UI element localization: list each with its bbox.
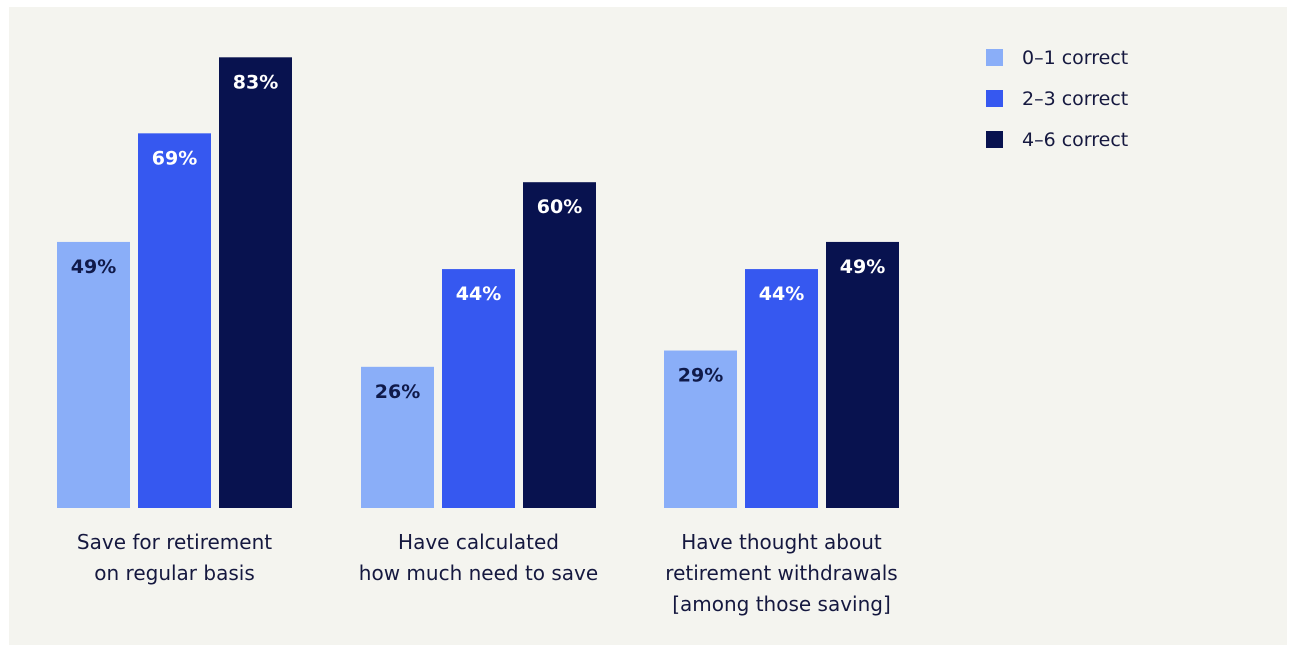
- category-labels-group: Save for retirement on regular basis Have …: [77, 530, 898, 616]
- legend-swatch-3: [986, 131, 1003, 148]
- legend-swatch-2: [986, 90, 1003, 107]
- bar-3-series-3: [826, 241, 899, 508]
- bar-2-series-2: [442, 269, 515, 508]
- category-label-3-line-3: [among those saving]: [672, 592, 891, 616]
- value-label-1-3: 83%: [233, 71, 278, 93]
- value-label-2-1: 26%: [375, 381, 420, 403]
- legend-swatch-1: [986, 49, 1003, 66]
- bar-1-series-3: [219, 57, 292, 509]
- category-label-1-line-1: Save for retirement: [77, 530, 272, 554]
- value-label-1-2: 69%: [152, 147, 197, 169]
- legend-label-1: 0–1 correct: [1022, 47, 1128, 69]
- bar-chart: 49% 69% 83% 26% 44% 60% 29% 44% 49% Save for ret…: [57, 47, 1128, 616]
- category-label-3-line-1: Have thought about: [681, 530, 882, 554]
- category-label-1-line-2: on regular basis: [94, 561, 254, 585]
- value-label-1-1: 49%: [71, 256, 116, 278]
- value-label-3-1: 29%: [678, 365, 723, 387]
- category-label-2-line-2: how much need to save: [359, 561, 598, 585]
- legend-label-2: 2–3 correct: [1022, 88, 1128, 110]
- bar-1-series-1: [57, 241, 130, 508]
- value-label-3-2: 44%: [759, 283, 804, 305]
- bar-3-series-2: [745, 269, 818, 508]
- category-label-2-line-1: Have calculated: [398, 530, 559, 554]
- value-label-3-3: 49%: [840, 256, 885, 278]
- value-label-2-2: 44%: [456, 283, 501, 305]
- value-labels-group: 49% 69% 83% 26% 44% 60% 29% 44% 49%: [71, 71, 885, 403]
- legend: 0–1 correct 2–3 correct 4–6 correct: [986, 47, 1128, 151]
- bar-2-series-3: [523, 182, 596, 508]
- value-label-2-3: 60%: [537, 196, 582, 218]
- bar-3-series-1: [664, 350, 737, 508]
- category-label-3-line-2: retirement withdrawals: [665, 561, 897, 585]
- legend-label-3: 4–6 correct: [1022, 129, 1128, 151]
- chart-panel: 49% 69% 83% 26% 44% 60% 29% 44% 49% Save for ret…: [9, 7, 1287, 645]
- bars-group: [57, 57, 899, 509]
- bar-2-series-1: [361, 366, 434, 508]
- bar-1-series-2: [138, 133, 211, 508]
